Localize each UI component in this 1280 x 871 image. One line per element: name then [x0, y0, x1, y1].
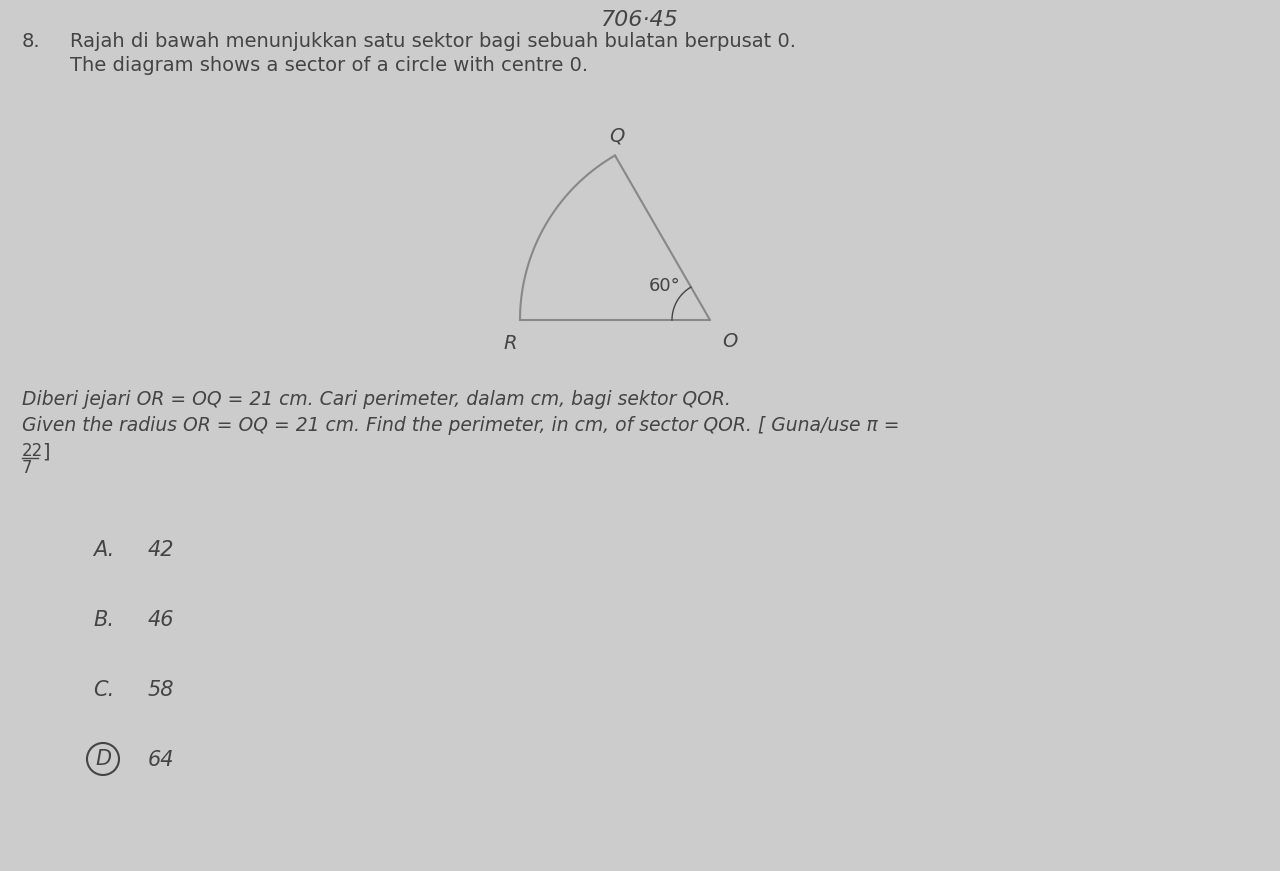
Text: 42: 42 [148, 540, 174, 560]
Text: D: D [95, 749, 111, 769]
Text: Given the radius OR = OQ = 21 cm. Find the perimeter, in cm, of sector QOR. [ Gu: Given the radius OR = OQ = 21 cm. Find t… [22, 416, 900, 435]
Text: ]: ] [42, 442, 50, 461]
Text: O: O [722, 332, 737, 351]
Text: Rajah di bawah menunjukkan satu sektor bagi sebuah bulatan berpusat 0.: Rajah di bawah menunjukkan satu sektor b… [70, 32, 796, 51]
Text: 706·45: 706·45 [602, 10, 678, 30]
Text: 7: 7 [22, 459, 32, 477]
Text: 58: 58 [148, 680, 174, 700]
Text: 8.: 8. [22, 32, 41, 51]
Text: R: R [503, 334, 517, 353]
Text: B.: B. [93, 610, 114, 630]
Text: 64: 64 [148, 750, 174, 770]
Text: Diberi jejari OR = OQ = 21 cm. Cari perimeter, dalam cm, bagi sektor QOR.: Diberi jejari OR = OQ = 21 cm. Cari peri… [22, 390, 731, 409]
Text: C.: C. [93, 680, 114, 700]
Text: A.: A. [93, 540, 114, 560]
Text: 60°: 60° [649, 277, 681, 295]
Text: 22: 22 [22, 442, 44, 460]
Text: Q: Q [609, 126, 625, 145]
Text: 46: 46 [148, 610, 174, 630]
Text: The diagram shows a sector of a circle with centre 0.: The diagram shows a sector of a circle w… [70, 56, 588, 75]
